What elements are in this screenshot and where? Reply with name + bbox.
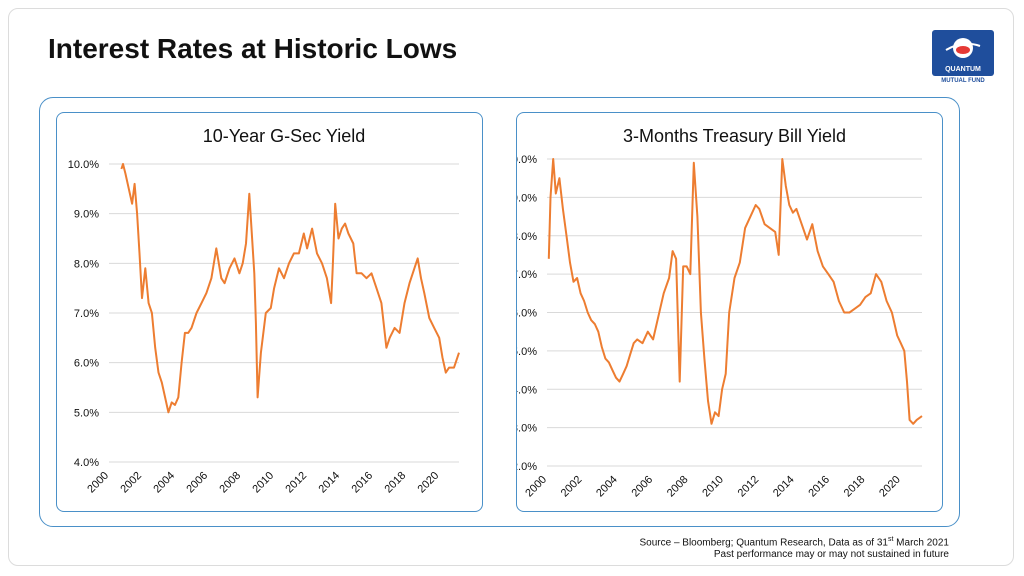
x-tick-label: 2020 [877,474,903,500]
y-tick-label: 8.0% [74,258,99,270]
x-tick-label: 2014 [771,474,797,500]
x-tick-label: 2018 [382,470,408,496]
y-tick-label: 4.0% [74,457,99,469]
y-tick-label: 6.0% [517,308,537,320]
x-tick-label: 2002 [118,470,144,496]
chart-title: 3-Months Treasury Bill Yield [623,126,846,146]
x-tick-label: 2018 [842,474,868,500]
x-tick-label: 2004 [151,470,177,496]
x-tick-label: 2002 [559,474,585,500]
source-note: Source – Bloomberg; Quantum Research, Da… [639,536,949,548]
x-tick-label: 2000 [523,474,549,500]
x-tick-label: 2012 [736,474,762,500]
y-tick-label: 6.0% [74,358,99,370]
x-tick-label: 2008 [217,470,243,496]
logo-icon [932,30,994,76]
disclaimer: Past performance may or may not sustaine… [713,549,949,560]
y-tick-label: 8.0% [517,231,537,243]
series-line [120,163,460,414]
x-tick-label: 2016 [349,470,375,496]
chart-title: 10-Year G-Sec Yield [203,126,365,146]
y-tick-label: 9.0% [517,192,537,204]
x-tick-label: 2006 [629,474,655,500]
y-tick-label: 4.0% [517,384,537,396]
x-tick-label: 2010 [250,470,276,496]
gsec-yield-chart-svg: 10-Year G-Sec Yield 4.0% 5.0% 6.0% 7.0% 8.0% 9… [68,126,460,496]
x-tick-label: 2000 [85,470,111,496]
x-tick-label: 2014 [316,470,342,496]
tbill-yield-chart-svg: 3-Months Treasury Bill Yield 2.0% 3.0% 4.0%… [517,126,923,500]
y-tick-label: 7.0% [74,308,99,320]
page-title: Interest Rates at Historic Lows [48,33,458,64]
source-suffix: March 2021 [893,537,949,549]
x-tick-label: 2020 [416,470,442,496]
logo-subtext: MUTUAL FUND [941,78,985,84]
x-tick-label: 2008 [665,474,691,500]
series-line [547,158,923,425]
slide-frame [8,8,1014,566]
y-tick-label: 5.0% [74,407,99,419]
logo-text: QUANTUM [945,66,981,73]
gsec-yield-chart: 10-Year G-Sec Yield 4.0% 5.0% 6.0% 7.0% 8.0% 9… [56,112,483,512]
x-tick-label: 2010 [700,474,726,500]
y-tick-label: 10.0% [68,159,99,171]
source-prefix: Source – Bloomberg; Quantum Research, Da… [639,537,888,549]
y-tick-label: 9.0% [74,209,99,221]
y-tick-label: 2.0% [517,461,537,473]
x-tick-label: 2016 [806,474,832,500]
quantum-logo: QUANTUM MUTUAL FUND [932,30,994,88]
x-tick-label: 2012 [283,470,309,496]
tbill-yield-chart: 3-Months Treasury Bill Yield 2.0% 3.0% 4.0%… [516,112,943,512]
y-tick-label: 3.0% [517,423,537,435]
y-tick-label: 10.0% [517,154,537,166]
x-tick-label: 2004 [594,474,620,500]
source-superscript: st [887,536,894,543]
x-tick-label: 2006 [184,470,210,496]
charts-panel [39,97,960,527]
y-tick-label: 7.0% [517,269,537,281]
y-tick-label: 5.0% [517,346,537,358]
